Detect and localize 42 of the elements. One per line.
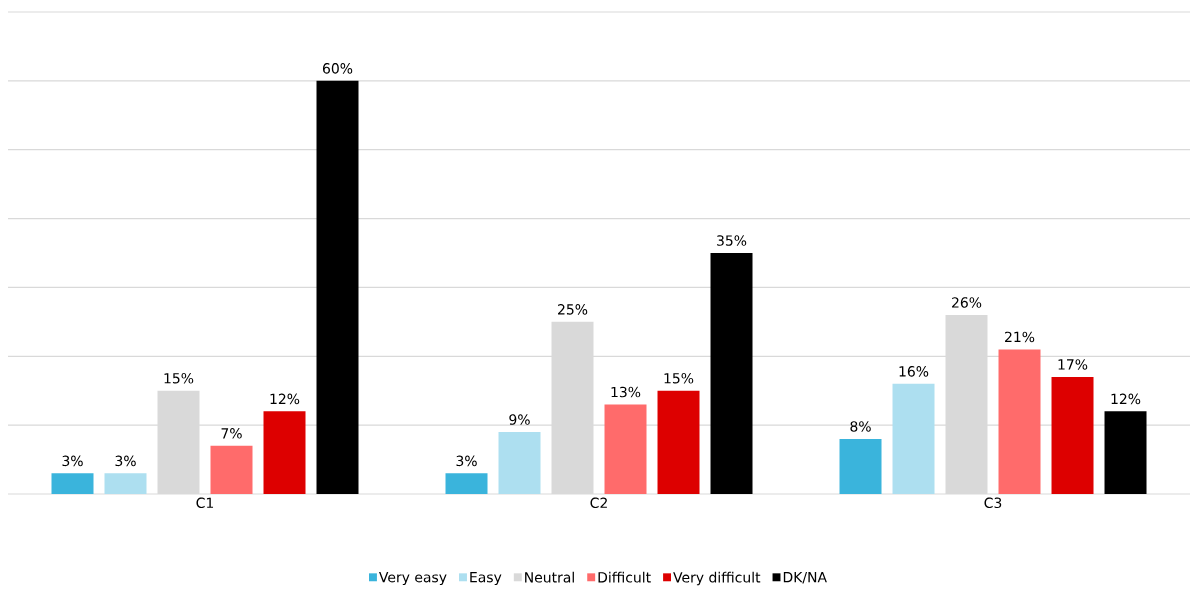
bar [104, 473, 147, 494]
data-label: 7% [221, 428, 242, 439]
data-label: 8% [850, 421, 871, 432]
data-label: 60% [322, 63, 353, 74]
bar [263, 411, 306, 494]
bar [839, 438, 882, 494]
data-label: 15% [164, 372, 194, 384]
data-label: 12% [270, 393, 300, 405]
data-label: 3% [456, 455, 477, 467]
data-label: 13% [611, 386, 641, 398]
legend-label: Very difficult [673, 571, 761, 586]
legend-label: Difficult [598, 571, 651, 583]
data-label: 35% [717, 235, 747, 246]
legend-label: Easy [470, 572, 502, 586]
bar [445, 473, 488, 494]
data-label: 17% [1058, 359, 1088, 370]
data-label: 21% [1005, 331, 1035, 343]
legend-label: Neutral [525, 571, 574, 583]
bar [51, 473, 94, 494]
data-label: 3% [115, 455, 136, 467]
data-label: 25% [558, 304, 588, 315]
data-label: 12% [1111, 393, 1141, 405]
data-label: 26% [952, 297, 982, 308]
bar [316, 80, 359, 494]
bar [210, 445, 253, 494]
bar [998, 349, 1041, 494]
bar [657, 390, 700, 494]
bar [892, 383, 935, 494]
x-tick-label: C3 [984, 497, 1002, 509]
bar [1104, 411, 1147, 494]
data-label: 16% [899, 366, 929, 377]
x-tick-label: C1 [196, 497, 214, 509]
bar [604, 404, 647, 494]
bar [498, 432, 541, 494]
legend-label: DK/NA [783, 572, 827, 584]
bar [1051, 376, 1094, 494]
data-label: 15% [664, 372, 694, 384]
data-label: 3% [62, 455, 83, 467]
legend-label: Very easy [379, 572, 447, 586]
bar [710, 253, 753, 494]
data-label: 9% [509, 414, 530, 425]
x-tick-label: C2 [590, 497, 607, 509]
